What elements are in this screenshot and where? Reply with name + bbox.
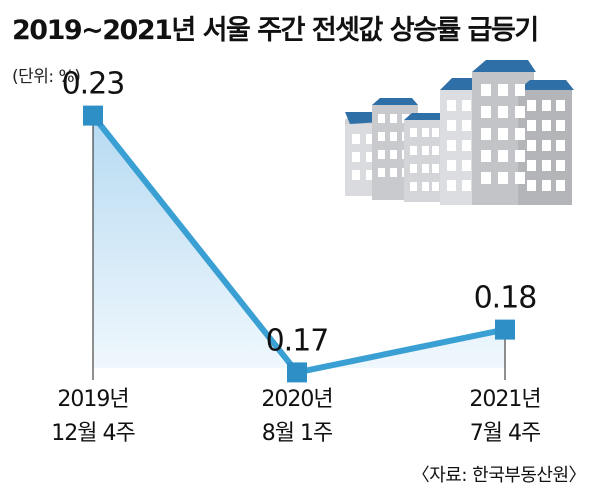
value-label-2: 0.17	[266, 323, 329, 358]
value-label-1: 0.23	[62, 67, 125, 102]
chart-title: 2019~2021년 서울 주간 전셋값 상승률 급등기	[12, 15, 539, 46]
x-tick-label-3-line-2: 7월 4주	[470, 421, 541, 446]
unit-label: (단위: %)	[12, 67, 81, 87]
x-tick-label-2-line-1: 2020년	[261, 387, 332, 412]
x-tick-label-1-line-2: 12월 4주	[51, 421, 135, 446]
data-point-2	[287, 362, 307, 383]
data-point-1	[83, 105, 103, 126]
area-fill	[93, 115, 505, 373]
x-tick-label-1-line-1: 2019년	[57, 387, 128, 412]
source-note: 〈자료: 한국부동산원〉	[411, 465, 587, 486]
value-label-3: 0.18	[474, 281, 537, 316]
data-point-3	[495, 319, 515, 340]
x-tick-label-3-line-1: 2021년	[469, 387, 540, 412]
x-tick-label-2-line-2: 8월 1주	[262, 421, 333, 446]
apartment-buildings-icon	[345, 60, 574, 205]
